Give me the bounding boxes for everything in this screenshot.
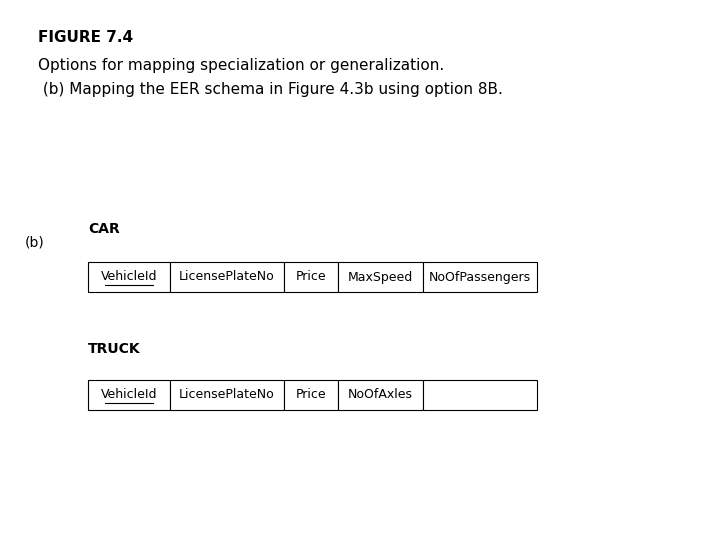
Bar <box>88 380 170 410</box>
Text: (b): (b) <box>25 235 45 249</box>
Bar <box>338 262 423 292</box>
Text: MaxSpeed: MaxSpeed <box>348 271 413 284</box>
Text: Price: Price <box>296 271 326 284</box>
Text: FIGURE 7.4: FIGURE 7.4 <box>38 30 133 45</box>
Text: VehicleId: VehicleId <box>101 388 157 402</box>
Bar <box>170 262 284 292</box>
Bar <box>170 380 284 410</box>
Text: NoOfPassengers: NoOfPassengers <box>429 271 531 284</box>
Text: Price: Price <box>296 388 326 402</box>
Bar <box>88 262 170 292</box>
Text: TRUCK: TRUCK <box>88 342 140 356</box>
Text: (b) Mapping the EER schema in Figure 4.3b using option 8B.: (b) Mapping the EER schema in Figure 4.3… <box>38 82 503 97</box>
Text: Options for mapping specialization or generalization.: Options for mapping specialization or ge… <box>38 58 444 73</box>
Bar <box>284 380 338 410</box>
Bar <box>338 380 423 410</box>
Text: VehicleId: VehicleId <box>101 271 157 284</box>
Bar <box>423 262 537 292</box>
Bar <box>284 262 338 292</box>
Text: CAR: CAR <box>88 222 120 236</box>
Text: NoOfAxles: NoOfAxles <box>348 388 413 402</box>
Text: LicensePlateNo: LicensePlateNo <box>179 271 275 284</box>
Bar <box>423 380 537 410</box>
Text: LicensePlateNo: LicensePlateNo <box>179 388 275 402</box>
